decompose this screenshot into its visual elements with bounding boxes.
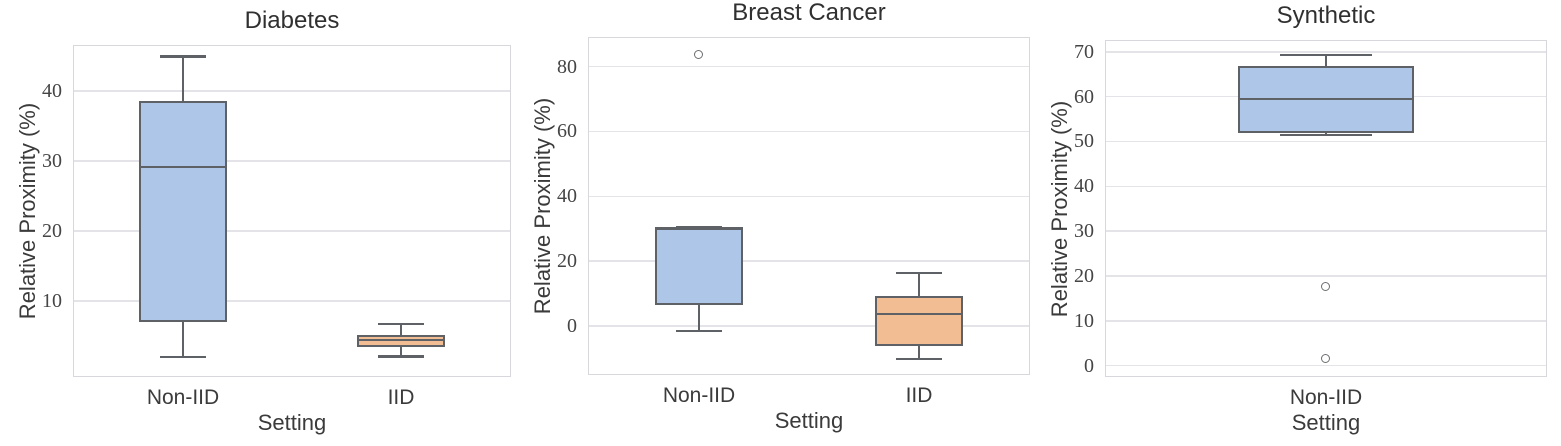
gridline: [1106, 185, 1546, 188]
median-line: [877, 313, 961, 316]
y-tick-label: 50: [1074, 130, 1094, 153]
whisker-cap-low: [378, 355, 424, 358]
whisker-cap-low: [896, 357, 942, 361]
panel-diabetes: 10 20 30 40 Non-IID IID Diabetes Relative Pro…: [15, 7, 511, 435]
median-line: [141, 165, 225, 168]
median-line: [657, 228, 741, 231]
y-tick-label: 30: [1074, 220, 1094, 243]
x-axis-label: Setting: [257, 410, 327, 435]
box: [875, 296, 963, 347]
y-tick-label: 40: [1074, 175, 1094, 198]
outlier-point: [1321, 282, 1330, 292]
y-tick-label: 20: [42, 219, 62, 242]
chart-title: Breast Cancer: [732, 0, 886, 26]
gridline: [1106, 230, 1546, 232]
y-tick-label: 20: [557, 250, 577, 273]
whisker-cap-low: [676, 329, 722, 333]
y-tick-label: 70: [1074, 40, 1094, 63]
whisker-cap-low: [1280, 133, 1372, 137]
plot-area: 10 20 30 40 Non-IID IID: [42, 46, 510, 409]
y-tick-label: 40: [557, 185, 577, 208]
x-tick-label: Non-IID: [146, 386, 220, 409]
whisker-cap-high: [896, 271, 942, 275]
x-tick-label: Non-IID: [1289, 386, 1363, 409]
box: [357, 335, 445, 348]
gridline: [589, 260, 1029, 262]
gridline: [1106, 364, 1546, 367]
whisker-cap-low: [160, 355, 206, 359]
y-axis-label: Relative Proximity (%): [1047, 100, 1072, 317]
outlier-point: [694, 50, 703, 60]
gridline: [589, 65, 1029, 68]
plot-area: 0 20 40 60 80 Non-IID IID: [557, 38, 1029, 407]
x-tick-label: IID: [387, 386, 415, 409]
y-tick-label: 60: [557, 120, 577, 143]
y-axis-label: Relative Proximity (%): [530, 97, 555, 315]
plot-area: 0 10 20 30 40 50 60 70 Non-IID: [1074, 41, 1546, 409]
x-axis-label: Setting: [1291, 410, 1361, 435]
outlier-point: [1321, 353, 1330, 363]
gridline: [74, 230, 510, 232]
x-tick-label: IID: [905, 384, 933, 407]
y-tick-label: 0: [1084, 354, 1094, 377]
box: [655, 227, 743, 306]
chart-title: Synthetic: [1276, 2, 1376, 29]
x-axis-label: Setting: [774, 408, 844, 433]
gridline: [1106, 51, 1546, 53]
panel-breast-cancer: 0 20 40 60 80 Non-IID IID Breast Cancer Relati…: [530, 0, 1030, 433]
gridline: [74, 160, 510, 162]
y-tick-label: 40: [42, 79, 62, 102]
y-tick-label: 10: [1074, 309, 1094, 332]
x-tick-label: Non-IID: [662, 384, 736, 407]
gridline: [74, 90, 510, 92]
gridline: [1106, 275, 1546, 277]
y-tick-label: 20: [1074, 264, 1094, 287]
gridline: [74, 300, 510, 302]
gridline: [1106, 320, 1546, 322]
y-tick-label: 60: [1074, 85, 1094, 108]
gridline: [589, 130, 1029, 133]
gridline: [589, 195, 1029, 198]
gridline: [1106, 140, 1546, 143]
chart-title: Diabetes: [244, 7, 340, 34]
box: [139, 100, 227, 323]
y-tick-label: 0: [567, 315, 577, 337]
y-tick-label: 80: [557, 55, 577, 78]
median-line: [1240, 98, 1412, 101]
y-axis-label: Relative Proximity (%): [15, 102, 40, 320]
whisker-cap-high: [1280, 53, 1372, 57]
whisker-cap-high: [378, 322, 424, 326]
median-line: [359, 338, 443, 341]
panel-synthetic: 0 10 20 30 40 50 60 70 Non-IID Synthetic Relativ…: [1047, 2, 1547, 435]
y-tick-label: 10: [42, 290, 62, 313]
whisker-cap-high: [160, 55, 206, 58]
y-tick-label: 30: [42, 149, 62, 172]
gridline: [589, 325, 1029, 327]
